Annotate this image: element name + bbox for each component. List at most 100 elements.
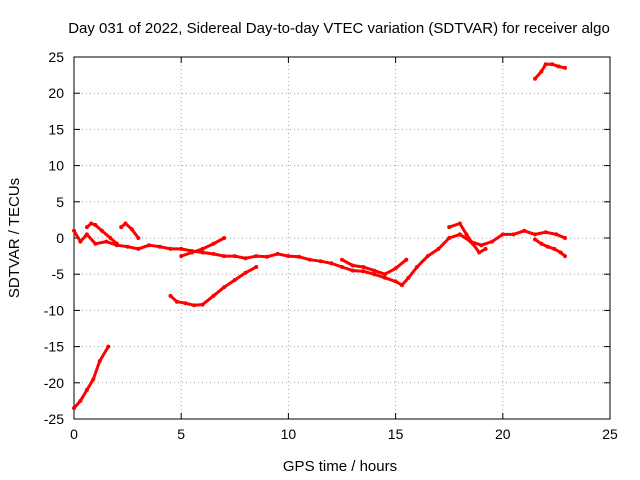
data-point bbox=[97, 359, 102, 364]
data-point bbox=[84, 388, 89, 392]
data-point bbox=[533, 232, 537, 237]
data-point bbox=[125, 244, 130, 249]
data-point bbox=[265, 254, 269, 259]
data-point bbox=[393, 279, 398, 284]
grid bbox=[74, 57, 610, 419]
data-point bbox=[89, 221, 94, 226]
data-point bbox=[447, 225, 452, 230]
data-point bbox=[84, 225, 89, 230]
x-tick-label: 5 bbox=[177, 426, 185, 442]
data-point bbox=[78, 398, 83, 403]
data-point bbox=[340, 265, 344, 269]
y-tick-label: 5 bbox=[56, 194, 64, 210]
data-point bbox=[222, 285, 227, 290]
data-point bbox=[552, 246, 557, 251]
data-point bbox=[129, 227, 134, 232]
data-point bbox=[211, 293, 216, 298]
data-point bbox=[406, 275, 411, 280]
data-point bbox=[307, 257, 312, 262]
data-point bbox=[372, 272, 377, 277]
data-point bbox=[436, 246, 441, 251]
x-tick-label: 15 bbox=[388, 426, 404, 442]
data-point bbox=[558, 250, 563, 255]
data-point bbox=[415, 265, 419, 269]
data-point bbox=[93, 241, 98, 246]
x-tick-label: 10 bbox=[281, 426, 297, 442]
data-point bbox=[539, 69, 544, 74]
data-point bbox=[550, 62, 555, 67]
data-point bbox=[400, 283, 404, 288]
data-point bbox=[93, 223, 98, 227]
y-tick-label: -25 bbox=[44, 411, 64, 427]
y-axis-label: SDTVAR / TECUs bbox=[6, 178, 23, 298]
data-point bbox=[232, 254, 237, 259]
series-midday-dip-rise bbox=[169, 265, 258, 307]
data-point bbox=[168, 293, 173, 298]
y-tick-label: 15 bbox=[48, 121, 64, 137]
series-early-descent bbox=[72, 345, 110, 410]
data-point bbox=[382, 275, 387, 280]
data-point bbox=[72, 406, 76, 411]
y-tick-label: -15 bbox=[44, 339, 64, 355]
data-point bbox=[490, 239, 495, 244]
series-morning-bump bbox=[119, 222, 140, 240]
data-point bbox=[464, 232, 469, 237]
data-point bbox=[108, 236, 113, 240]
data-point bbox=[543, 230, 548, 235]
data-point bbox=[457, 221, 462, 226]
data-point bbox=[243, 270, 248, 275]
data-point bbox=[382, 272, 387, 277]
data-point bbox=[78, 239, 83, 244]
data-point bbox=[174, 299, 179, 304]
data-point bbox=[211, 241, 216, 246]
data-point bbox=[318, 259, 323, 264]
data-point bbox=[425, 254, 430, 259]
data-point bbox=[554, 232, 559, 237]
data-point bbox=[533, 237, 537, 242]
series-main-trace bbox=[72, 229, 567, 287]
data-point bbox=[447, 236, 452, 240]
data-point bbox=[511, 232, 516, 237]
data-point bbox=[254, 254, 259, 259]
data-point bbox=[479, 243, 484, 248]
x-tick-label: 25 bbox=[602, 426, 618, 442]
data-point bbox=[286, 254, 291, 259]
data-point bbox=[556, 64, 561, 69]
data-point bbox=[275, 251, 280, 256]
data-point bbox=[147, 243, 151, 248]
y-tick-label: 25 bbox=[48, 49, 64, 65]
data-point bbox=[91, 377, 96, 382]
data-point bbox=[533, 76, 537, 81]
data-point bbox=[350, 268, 355, 273]
data-point bbox=[457, 232, 462, 237]
y-tick-label: -20 bbox=[44, 375, 64, 391]
data-point bbox=[232, 278, 237, 282]
data-point bbox=[483, 246, 488, 251]
data-point bbox=[136, 236, 141, 240]
data-point bbox=[350, 263, 355, 268]
data-point bbox=[106, 344, 111, 349]
data-point bbox=[179, 246, 184, 251]
y-tick-label: 10 bbox=[48, 158, 64, 174]
data-point bbox=[123, 221, 128, 226]
data-point bbox=[522, 228, 527, 233]
data-point bbox=[563, 65, 567, 70]
data-point bbox=[192, 303, 197, 308]
x-axis-label: GPS time / hours bbox=[283, 458, 397, 475]
data-point bbox=[361, 265, 366, 269]
data-point bbox=[361, 269, 366, 274]
series-group bbox=[72, 62, 567, 411]
data-point bbox=[470, 241, 475, 246]
data-point bbox=[179, 254, 184, 259]
data-point bbox=[183, 301, 188, 306]
data-point bbox=[114, 241, 119, 246]
data-point bbox=[543, 62, 548, 67]
data-point bbox=[477, 250, 482, 255]
data-point bbox=[340, 257, 344, 262]
data-point bbox=[72, 228, 76, 233]
data-point bbox=[200, 302, 205, 307]
data-point bbox=[404, 257, 409, 262]
data-point bbox=[222, 254, 227, 259]
data-point bbox=[200, 250, 205, 255]
